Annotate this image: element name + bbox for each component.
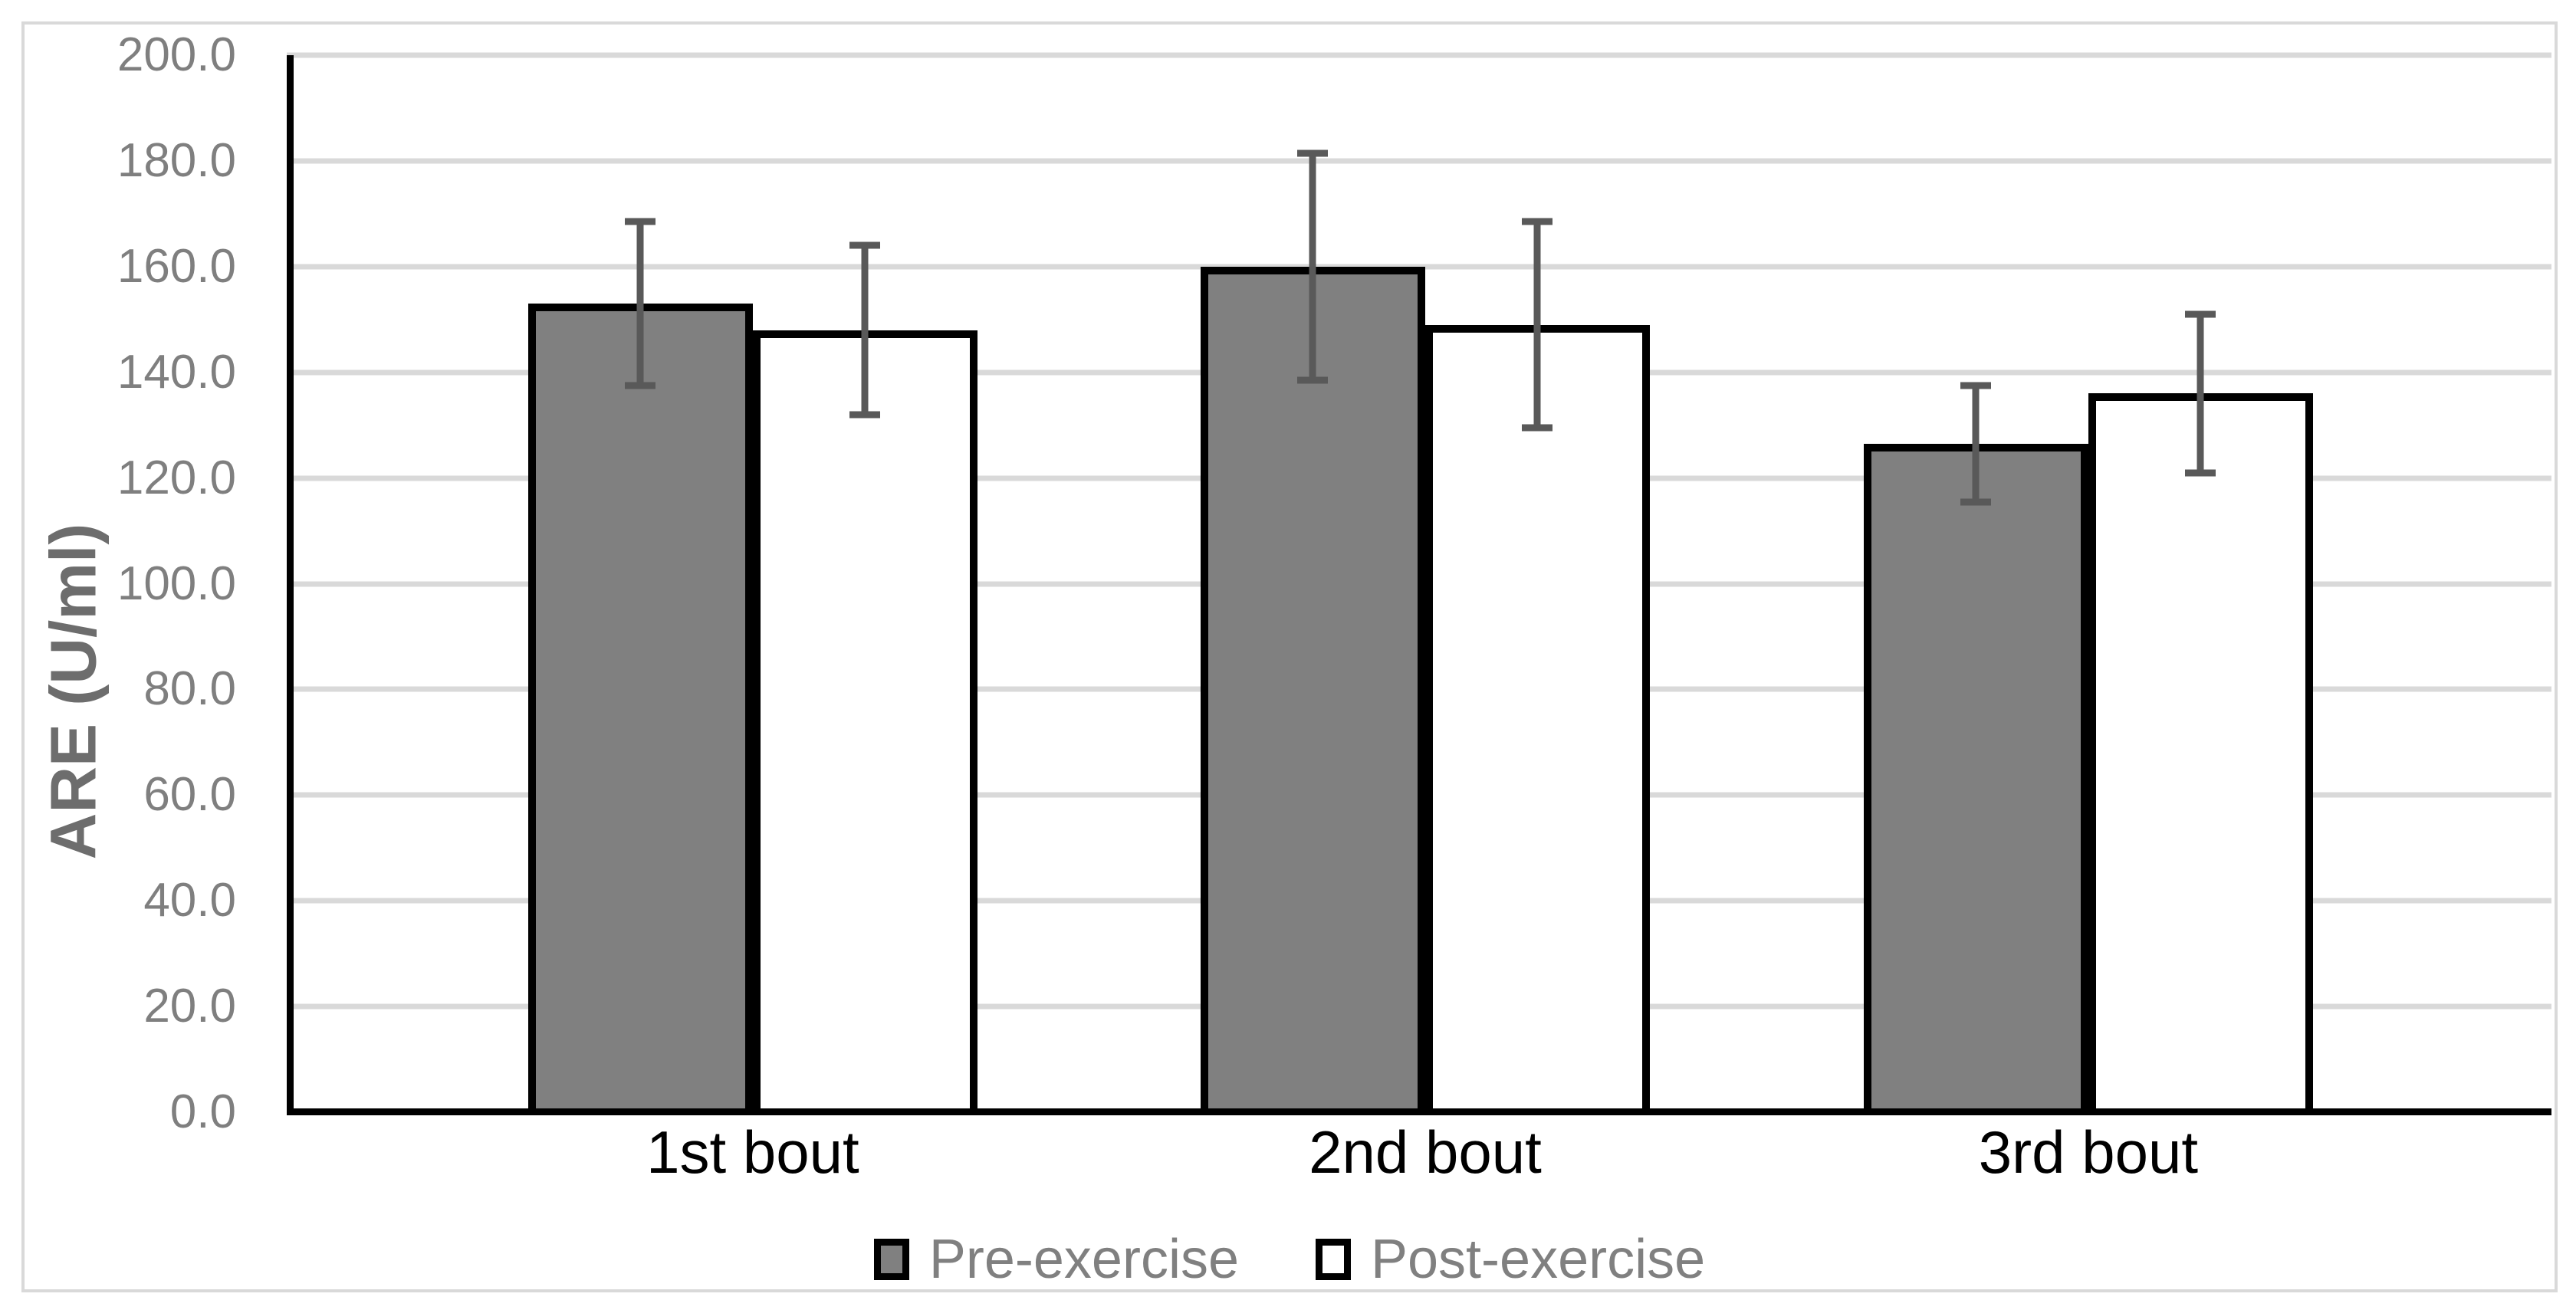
gridline-180 [287,158,2551,164]
error-bar-post-exercise-1st-bout [861,245,869,415]
y-tick-label-100.0: 100.0 [117,557,236,610]
bar-pre-exercise-1st-bout [527,304,753,1112]
y-axis-line [287,55,294,1115]
x-tick-label-3rd-bout: 3rd bout [1978,1118,2199,1186]
y-tick-label-60.0: 60.0 [143,768,236,822]
error-bar-pre-exercise-1st-bout [636,222,644,386]
y-tick-label-20.0: 20.0 [143,980,236,1033]
bar-post-exercise-1st-bout [752,330,978,1112]
bar-pre-exercise-2nd-bout [1200,266,1425,1112]
y-tick-label-200.0: 200.0 [117,28,236,81]
y-tick-label-0.0: 0.0 [169,1085,236,1138]
chart-figure: ARE (U/ml) 200.0 180.0 160.0 140.0 120.0 100.… [21,21,2558,1292]
error-bar-pre-exercise-2nd-bout [1309,153,1316,381]
error-cap-top-post-exercise-1st-bout [849,241,881,249]
y-tick-label-80.0: 80.0 [143,662,236,716]
error-bar-post-exercise-3rd-bout [2196,314,2204,473]
legend-label-pre-exercise: Pre-exercise [928,1229,1239,1290]
legend-item-pre-exercise: Pre-exercise [873,1229,1239,1290]
error-cap-top-post-exercise-3rd-bout [2185,310,2216,318]
y-tick-label-160.0: 160.0 [117,239,236,293]
x-axis-tick-labels: 1st bout 2nd bout 3rd bout [287,1122,2551,1199]
legend-item-post-exercise: Post-exercise [1315,1229,1706,1290]
x-tick-label-1st-bout: 1st bout [646,1118,859,1186]
y-tick-label-120.0: 120.0 [117,451,236,504]
bar-post-exercise-2nd-bout [1424,324,1650,1112]
y-axis-tick-labels: 200.0 180.0 160.0 140.0 120.0 100.0 80.0 60.0 40… [25,31,236,1136]
error-cap-bottom-post-exercise-1st-bout [849,411,881,419]
bar-post-exercise-3rd-bout [2088,393,2313,1112]
gridline-200 [287,52,2551,58]
error-bar-post-exercise-2nd-bout [1533,222,1541,428]
y-tick-label-40.0: 40.0 [143,874,236,928]
error-cap-top-pre-exercise-1st-bout [625,218,656,225]
y-tick-label-140.0: 140.0 [117,345,236,399]
y-tick-label-180.0: 180.0 [117,133,236,187]
error-cap-bottom-pre-exercise-3rd-bout [1960,498,1992,506]
plot-area [287,52,2551,1115]
x-tick-label-2nd-bout: 2nd bout [1309,1118,1542,1186]
error-cap-bottom-pre-exercise-1st-bout [625,382,656,389]
legend: Pre-exercise Post-exercise [25,1217,2555,1302]
legend-label-post-exercise: Post-exercise [1370,1229,1706,1290]
error-cap-top-post-exercise-2nd-bout [1522,218,1553,225]
x-axis-line [287,1108,2551,1115]
legend-swatch-pre-exercise [873,1239,909,1280]
bar-pre-exercise-3rd-bout [1863,443,2088,1112]
error-cap-bottom-pre-exercise-2nd-bout [1297,376,1329,384]
error-cap-bottom-post-exercise-3rd-bout [2185,469,2216,477]
error-cap-bottom-post-exercise-2nd-bout [1522,424,1553,432]
legend-swatch-post-exercise [1315,1239,1351,1280]
error-cap-top-pre-exercise-3rd-bout [1960,382,1992,389]
error-cap-top-pre-exercise-2nd-bout [1297,149,1329,157]
error-bar-pre-exercise-3rd-bout [1972,385,1980,502]
